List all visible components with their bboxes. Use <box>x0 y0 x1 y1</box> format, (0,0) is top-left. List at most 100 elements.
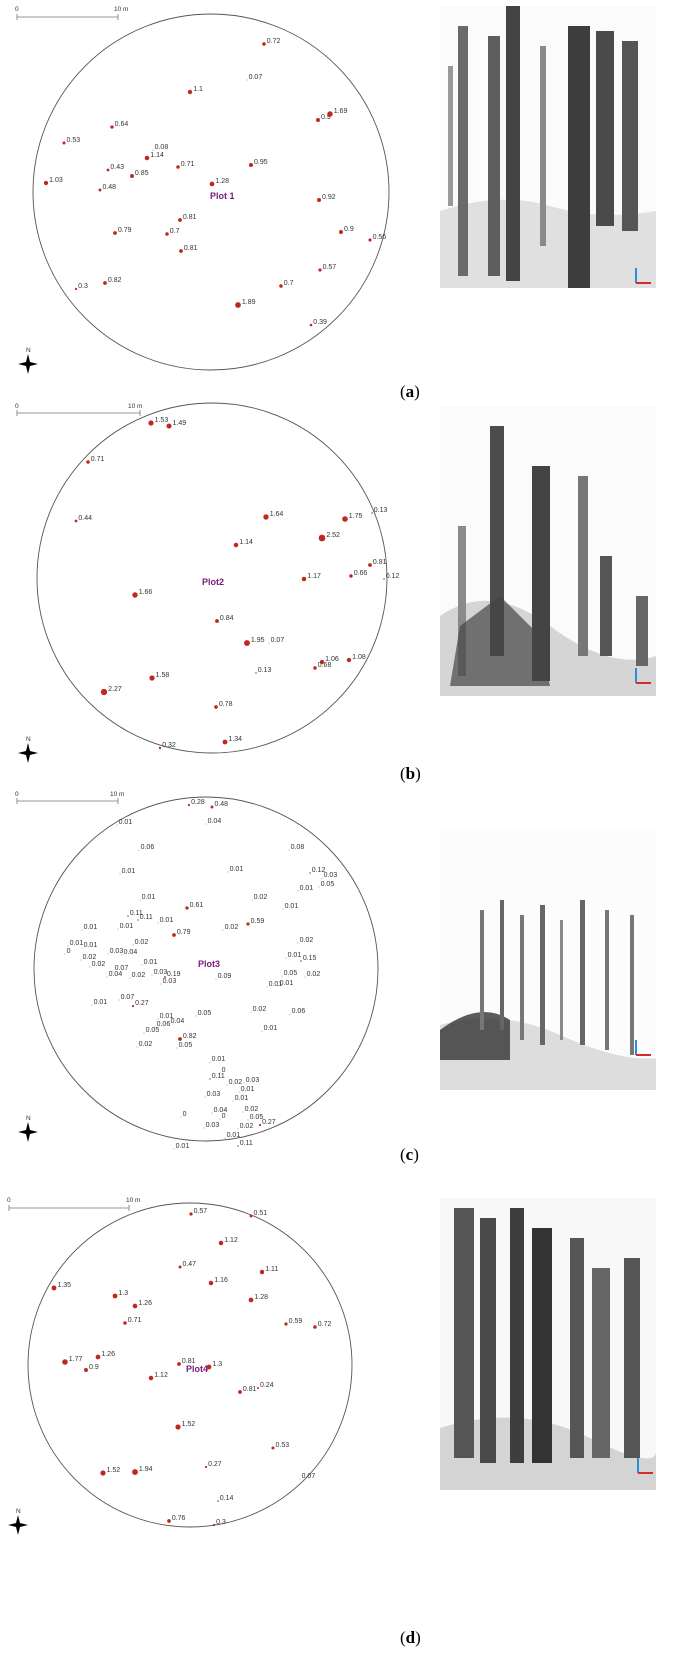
tree-marker: 0.08 <box>288 844 304 851</box>
tree-dbh-label: 0.04 <box>171 1018 185 1025</box>
tree-dbh-label: 0.01 <box>269 981 283 988</box>
tree-marker: 0.9 <box>84 1364 99 1372</box>
tree-marker: 0.7 <box>279 280 294 288</box>
tree-marker: 0.27 <box>204 1461 222 1469</box>
tree-stem-dot <box>316 197 322 203</box>
tree-marker: 0.02 <box>251 894 267 901</box>
tree-dbh-label: 0.04 <box>208 818 222 825</box>
tree-stem-dot <box>131 1004 135 1008</box>
tree-marker: 1.53 <box>148 417 168 426</box>
tree-stem-dot <box>250 1011 252 1013</box>
tree-dbh-label: 0.12 <box>312 867 326 874</box>
tree-marker: 0.81 <box>177 1358 196 1366</box>
tree-marker: 0.3 <box>212 1519 226 1527</box>
tree-marker: 0.27 <box>258 1119 276 1127</box>
tree-dbh-label: 0.59 <box>289 1318 303 1325</box>
tree-dbh-label: 0.82 <box>108 277 122 284</box>
tree-dbh-label: 0.03 <box>163 978 177 985</box>
tree-dbh-label: 1.77 <box>69 1356 83 1363</box>
tree-marker: 0.14 <box>217 1495 234 1502</box>
tree-dbh-label: 1.52 <box>182 1421 196 1428</box>
tree-stem-dot <box>233 542 239 548</box>
tree-stem-dot <box>238 1390 242 1394</box>
tree-marker: 0.02 <box>226 1079 242 1086</box>
panel-label-a: (a) <box>400 382 420 401</box>
tree-stem-dot <box>178 218 182 222</box>
tree-dbh-label: 0.81 <box>373 559 387 566</box>
tree-stem-dot <box>148 420 154 426</box>
tree-stem-dot <box>152 149 154 151</box>
tree-stem-dot <box>95 1354 101 1360</box>
tree-marker: 0.71 <box>123 1317 142 1325</box>
tree-dbh-label: 0.05 <box>250 1114 264 1121</box>
tree-dbh-label: 1.89 <box>242 299 256 306</box>
tree-stem-dot <box>100 1470 106 1476</box>
tree-layer: 0.57 0.51 1.12 0.47 1.11 1.16 1.35 1.3 1.26 1.28 0… <box>51 1208 332 1527</box>
tree-stem-dot <box>89 966 91 968</box>
tree-marker: 1.94 <box>132 1466 153 1475</box>
tree-dbh-label: 0.78 <box>219 701 233 708</box>
tree-marker: 0.02 <box>222 924 238 931</box>
tree-dbh-label: 0.03 <box>207 1091 221 1098</box>
tree-dbh-label: 0.82 <box>183 1033 197 1040</box>
tree-stem-dot <box>132 944 134 946</box>
tree-stem-dot <box>67 945 69 947</box>
scale-end: 10 m <box>128 403 142 410</box>
tree-stem-dot <box>281 975 283 977</box>
tree-marker: 0.13 <box>371 507 387 514</box>
tree-marker: 0.01 <box>91 999 107 1006</box>
tree-stem-dot <box>255 672 257 674</box>
tree-stem-dot <box>112 1293 118 1299</box>
tree-dbh-label: 0.02 <box>307 971 321 978</box>
tree-dbh-label: 0.53 <box>67 137 81 144</box>
plot-name: Plot4 <box>186 1364 208 1374</box>
tree-marker: 0.02 <box>132 939 148 946</box>
tree-stem-dot <box>112 970 114 972</box>
tree-dbh-label: 0.13 <box>258 667 272 674</box>
tree-dbh-label: 0.95 <box>254 159 268 166</box>
tree-dbh-label: 0.44 <box>78 515 92 522</box>
tree-dbh-label: 0.06 <box>157 1021 171 1028</box>
tree-stem-dot <box>282 908 284 910</box>
tree-dbh-label: 0.03 <box>246 1077 260 1084</box>
tree-stem-dot <box>86 460 90 464</box>
tree-marker: 0.71 <box>86 456 105 464</box>
tree-dbh-label: 0.01 <box>70 940 84 947</box>
tree-stem-dot <box>160 983 162 985</box>
tree-dbh-label: 1.1 <box>193 86 203 93</box>
tree-marker: 0.39 <box>309 319 327 327</box>
tree-marker: 0.01 <box>116 819 132 826</box>
tree-marker: 0.81 <box>368 559 387 567</box>
tree-marker: 1.26 <box>95 1351 115 1360</box>
tree-stem-dot <box>219 1118 221 1120</box>
tree-stem-dot <box>248 162 254 168</box>
tree-marker: 0.01 <box>261 1025 277 1032</box>
tree-marker: 0.05 <box>176 1042 192 1049</box>
svg-text:N: N <box>16 1508 21 1515</box>
tree-dbh-label: 0.79 <box>177 929 191 936</box>
tree-dbh-label: 1.3 <box>212 1361 222 1368</box>
tree-stem-dot <box>62 141 66 145</box>
tree-marker: 0.71 <box>176 161 195 169</box>
tree-stem-dot <box>218 1240 224 1246</box>
tree-dbh-label: 1.26 <box>138 1300 152 1307</box>
tree-stem-dot <box>113 231 117 235</box>
tree-stem-dot <box>300 960 302 962</box>
tree-marker: 0.01 <box>119 868 135 875</box>
tree-stem-dot <box>342 516 348 522</box>
tree-stem-dot <box>166 423 172 429</box>
tree-dbh-label: 0.01 <box>285 903 299 910</box>
tree-dbh-label: 1.34 <box>228 736 242 743</box>
tree-dbh-label: 0.11 <box>240 1140 253 1147</box>
tree-stem-dot <box>368 563 372 567</box>
panel-c: 0 10 m Plot3 0.28 0.48 0.04 0.01 0.06 0.08 0.0… <box>0 790 696 1180</box>
tree-dbh-label: 0.02 <box>240 1123 254 1130</box>
tree-dbh-label: 0.84 <box>220 615 234 622</box>
tree-stem-dot <box>119 873 121 875</box>
tree-marker: 1.06 <box>319 656 339 665</box>
tree-stem-dot <box>249 1214 253 1218</box>
tree-marker: 0.51 <box>249 1210 267 1218</box>
tree-stem-dot <box>297 942 299 944</box>
stem-map-plot-3: 0 10 m Plot3 0.28 0.480.040.010.06 0.080.0… <box>15 791 379 1150</box>
tree-dbh-label: 0.01 <box>280 980 294 987</box>
